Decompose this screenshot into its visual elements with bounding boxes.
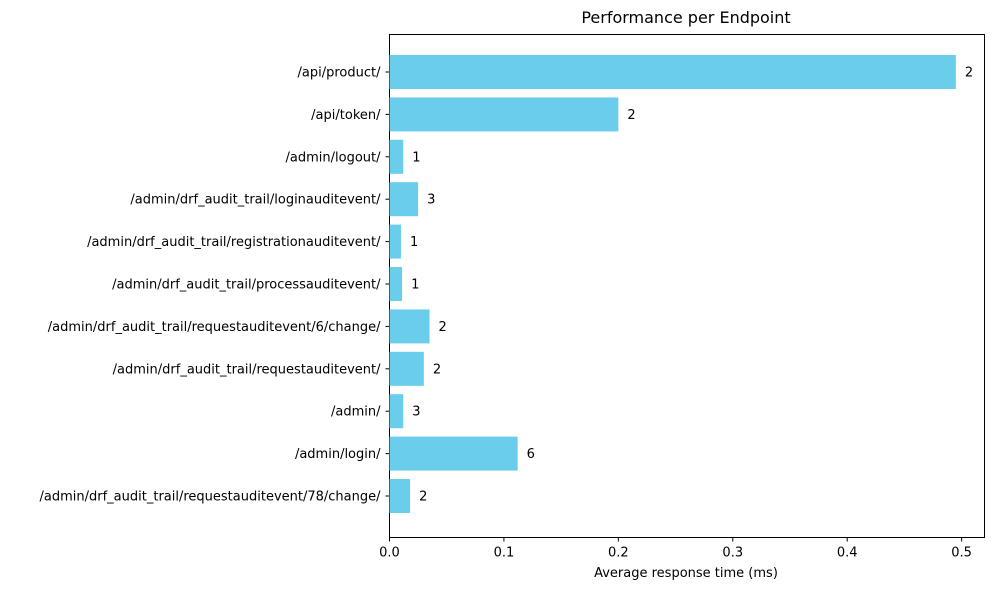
- y-tick-label: /admin/login/: [295, 447, 381, 462]
- bar-data-label: 1: [410, 235, 418, 250]
- bar-data-label: 1: [412, 150, 420, 165]
- bar-data-label: 1: [411, 278, 419, 293]
- x-axis: 0.0 0.1 0.2 0.3 0.4 0.5: [379, 537, 972, 561]
- y-tick-label: /admin/drf_audit_trail/processauditevent…: [112, 278, 381, 293]
- bar: [389, 394, 404, 429]
- y-tick-label: /admin/drf_audit_trail/requestauditevent…: [113, 362, 381, 377]
- x-tick-label: 0.2: [608, 546, 629, 561]
- y-tick-label: /admin/drf_audit_trail/requestauditevent…: [40, 490, 382, 505]
- bars-group: 2 2 1 3 1 1 2 2 3 6 2: [389, 55, 973, 513]
- bar: [389, 182, 419, 217]
- bar: [389, 351, 424, 386]
- y-tick-label: /admin/drf_audit_trail/requestauditevent…: [48, 320, 381, 335]
- x-tick-label: 0.5: [951, 546, 972, 561]
- bar: [389, 309, 430, 344]
- bar-data-label: 2: [439, 320, 447, 335]
- bar: [389, 224, 401, 259]
- bar: [389, 97, 619, 132]
- y-tick-label: /admin/drf_audit_trail/loginauditevent/: [130, 193, 381, 208]
- y-axis: /api/product/ /api/token/ /admin/logout/ /a…: [40, 66, 390, 505]
- y-tick-label: /api/product/: [298, 66, 382, 81]
- y-tick-label: /admin/drf_audit_trail/registrationaudit…: [87, 235, 381, 250]
- bar: [389, 436, 518, 471]
- x-tick-label: 0.1: [494, 546, 515, 561]
- bar-data-label: 2: [965, 66, 973, 81]
- bar-data-label: 2: [419, 490, 427, 505]
- y-tick-label: /admin/logout/: [286, 150, 382, 165]
- bar: [389, 55, 956, 89]
- bar-data-label: 3: [427, 193, 435, 208]
- bar-data-label: 2: [627, 108, 635, 123]
- x-axis-label: Average response time (ms): [594, 566, 778, 581]
- bar-data-label: 2: [433, 362, 441, 377]
- y-tick-label: /admin/: [331, 405, 381, 420]
- bar: [389, 479, 411, 513]
- bar: [389, 267, 403, 301]
- x-tick-label: 0.4: [837, 546, 858, 561]
- bar-data-label: 3: [412, 405, 420, 420]
- bar-data-label: 6: [527, 447, 535, 462]
- x-tick-label: 0.0: [379, 546, 400, 561]
- bar: [389, 139, 404, 174]
- x-tick-label: 0.3: [722, 546, 743, 561]
- y-tick-label: /api/token/: [311, 108, 381, 123]
- chart-title: Performance per Endpoint: [581, 8, 790, 27]
